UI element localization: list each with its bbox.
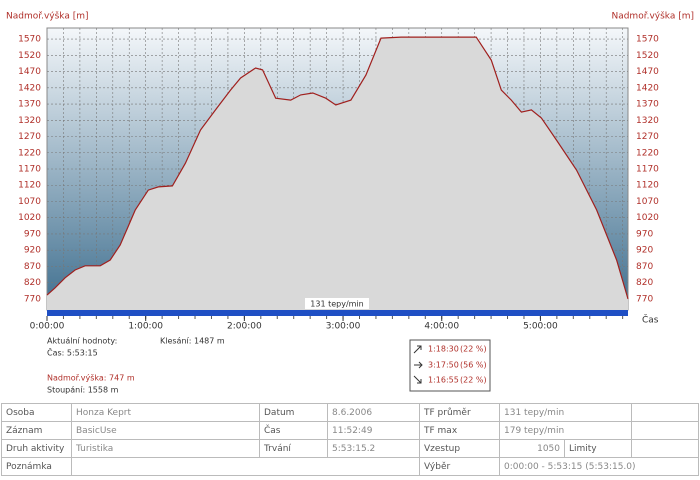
chart: Nadmoř.výška [m] Nadmoř.výška [m] Čas Ak… xyxy=(6,11,694,395)
summary-table: Osoba Honza Keprt Datum 8.6.2006 TF prům… xyxy=(1,403,699,476)
y-tick-label: 1070 xyxy=(18,197,41,207)
cell-empty xyxy=(631,439,699,458)
y-tick-label: 1470 xyxy=(18,67,41,77)
cell-label: Datum xyxy=(259,403,328,422)
elevation-area xyxy=(47,37,628,310)
cell-value: 8.6.2006 xyxy=(327,403,420,422)
band-label: 131 tepy/min xyxy=(310,300,363,309)
cell-label: Poznámka xyxy=(1,457,72,476)
cell-value: BasicUse xyxy=(71,421,260,440)
y-tick-label: 820 xyxy=(24,278,41,288)
y-tick-label: 1570 xyxy=(18,35,41,45)
y2-tick-label: 1520 xyxy=(636,51,659,61)
cell-empty xyxy=(631,403,699,422)
y2-tick-label: 770 xyxy=(636,294,653,304)
x-tick-label: 1:00:00 xyxy=(128,322,163,332)
y2-tick-label: 1570 xyxy=(636,35,659,45)
table-row: Druh aktivity Turistika Trvání 5:53:15.2… xyxy=(1,439,699,458)
arrow-up xyxy=(413,345,422,354)
cell-label: Osoba xyxy=(1,403,72,422)
zones-box xyxy=(409,339,491,392)
cell-label: Trvání xyxy=(259,439,328,458)
zone-time: 3:17:50 xyxy=(428,361,459,370)
info-time: Čas: 5:53:15 xyxy=(47,347,98,358)
cell-value: 11:52:49 xyxy=(327,421,420,440)
cell-label: Druh aktivity xyxy=(1,439,72,458)
y-tick-label: 1420 xyxy=(18,83,41,93)
y2-tick-label: 1270 xyxy=(636,132,659,142)
cell-label: Záznam xyxy=(1,421,72,440)
zone-time: 1:16:55 xyxy=(428,376,459,385)
table-row: Záznam BasicUse Čas 11:52:49 TF max 179 … xyxy=(1,421,699,440)
cell-label: Limity xyxy=(564,439,632,458)
cell-label: Výběr xyxy=(419,457,500,476)
y-tick-label: 770 xyxy=(24,294,41,304)
info-current: Aktuální hodnoty: xyxy=(47,337,117,346)
zone-time: 1:18:30 xyxy=(428,345,459,354)
cell-value: 5:53:15.2 xyxy=(327,439,420,458)
y2-tick-label: 1170 xyxy=(636,165,659,175)
y2-tick-label: 970 xyxy=(636,229,653,239)
y-tick-label: 1020 xyxy=(18,213,41,223)
zone-percent: (22 %) xyxy=(460,376,487,385)
y2-tick-label: 820 xyxy=(636,278,653,288)
info-elevation: Nadmoř.výška: 747 m xyxy=(47,373,135,383)
y-tick-label: 970 xyxy=(24,229,41,239)
y2-axis-title: Nadmoř.výška [m] xyxy=(611,11,694,22)
x-tick-label: 0:00:00 xyxy=(30,322,65,332)
x-tick-label: 2:00:00 xyxy=(227,322,262,332)
cell-value: 179 tepy/min xyxy=(499,421,632,440)
heart-rate-band xyxy=(47,310,628,316)
x-axis-title: Čas xyxy=(642,314,659,326)
y2-tick-label: 1070 xyxy=(636,197,659,207)
y-tick-label: 1220 xyxy=(18,148,41,158)
table-row: Osoba Honza Keprt Datum 8.6.2006 TF prům… xyxy=(1,403,699,422)
x-tick-label: 4:00:00 xyxy=(424,322,459,332)
cell-empty xyxy=(71,457,420,476)
table-row: Poznámka Výběr 0:00:00 - 5:53:15 (5:53:1… xyxy=(1,457,699,476)
cell-value: Honza Keprt xyxy=(71,403,260,422)
cell-label: TF průměr xyxy=(419,403,500,422)
cell-value: 131 tepy/min xyxy=(499,403,632,422)
y2-tick-label: 1420 xyxy=(636,83,659,93)
cell-label: Čas xyxy=(259,421,328,440)
y2-tick-label: 1370 xyxy=(636,100,659,110)
y2-tick-label: 1220 xyxy=(636,148,659,158)
cell-value: 1050 xyxy=(499,439,565,458)
y-tick-label: 1370 xyxy=(18,100,41,110)
zone-percent: (22 %) xyxy=(460,345,487,354)
band-label-bg xyxy=(305,298,369,309)
x-tick-label: 5:00:00 xyxy=(523,322,558,332)
zone-percent: (56 %) xyxy=(460,361,487,370)
y-tick-label: 1520 xyxy=(18,51,41,61)
elevation-line xyxy=(46,36,629,300)
y2-tick-label: 920 xyxy=(636,246,653,256)
y2-tick-label: 1020 xyxy=(636,213,659,223)
info-descent: Klesání: 1487 m xyxy=(160,337,225,346)
x-tick-label: 3:00:00 xyxy=(326,322,361,332)
cell-value: 0:00:00 - 5:53:15 (5:53:15.0) xyxy=(499,457,699,476)
y2-tick-label: 1320 xyxy=(636,116,659,126)
arrow-down xyxy=(413,375,422,384)
y-tick-label: 920 xyxy=(24,246,41,256)
cell-label: TF max xyxy=(419,421,500,440)
info-ascent: Stoupání: 1558 m xyxy=(47,386,119,395)
y-tick-label: 1320 xyxy=(18,116,41,126)
y-tick-label: 870 xyxy=(24,262,41,272)
y2-tick-label: 1470 xyxy=(636,67,659,77)
y-axis-title: Nadmoř.výška [m] xyxy=(6,11,89,22)
zone-icons xyxy=(413,345,423,384)
y2-tick-label: 870 xyxy=(636,262,653,272)
arrow-right xyxy=(414,361,423,369)
y2-tick-label: 1120 xyxy=(636,181,659,191)
cell-empty xyxy=(631,421,699,440)
y-tick-label: 1120 xyxy=(18,181,41,191)
y-tick-label: 1170 xyxy=(18,165,41,175)
cell-label: Vzestup xyxy=(419,439,500,458)
cell-value: Turistika xyxy=(71,439,260,458)
y-tick-label: 1270 xyxy=(18,132,41,142)
